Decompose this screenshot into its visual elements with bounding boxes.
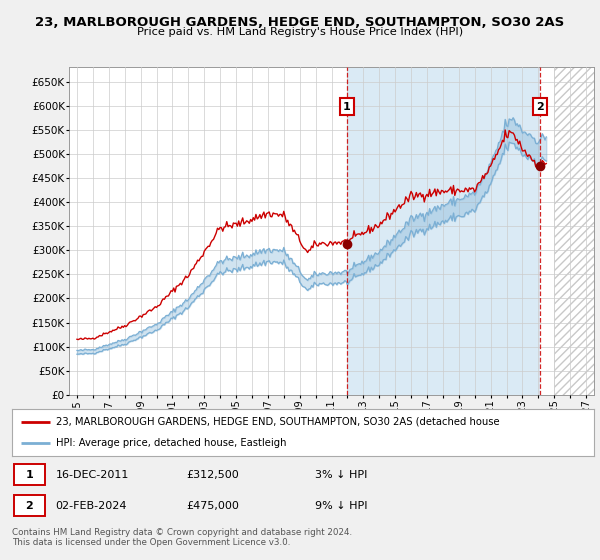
FancyBboxPatch shape: [14, 495, 45, 516]
Text: 1: 1: [26, 470, 34, 480]
FancyBboxPatch shape: [14, 464, 45, 486]
Text: Price paid vs. HM Land Registry's House Price Index (HPI): Price paid vs. HM Land Registry's House …: [137, 27, 463, 37]
Text: 23, MARLBOROUGH GARDENS, HEDGE END, SOUTHAMPTON, SO30 2AS (detached house: 23, MARLBOROUGH GARDENS, HEDGE END, SOUT…: [56, 417, 499, 427]
Text: 3% ↓ HPI: 3% ↓ HPI: [314, 470, 367, 480]
Text: 02-FEB-2024: 02-FEB-2024: [56, 501, 127, 511]
Text: Contains HM Land Registry data © Crown copyright and database right 2024.
This d: Contains HM Land Registry data © Crown c…: [12, 528, 352, 547]
Text: 2: 2: [26, 501, 34, 511]
Text: £312,500: £312,500: [187, 470, 239, 480]
Text: 9% ↓ HPI: 9% ↓ HPI: [314, 501, 367, 511]
Text: 1: 1: [343, 101, 350, 111]
Text: £475,000: £475,000: [187, 501, 239, 511]
Bar: [347, 67, 539, 395]
Text: 16-DEC-2011: 16-DEC-2011: [56, 470, 129, 480]
Text: 2: 2: [536, 101, 544, 111]
Text: HPI: Average price, detached house, Eastleigh: HPI: Average price, detached house, East…: [56, 438, 286, 448]
Text: 23, MARLBOROUGH GARDENS, HEDGE END, SOUTHAMPTON, SO30 2AS: 23, MARLBOROUGH GARDENS, HEDGE END, SOUT…: [35, 16, 565, 29]
